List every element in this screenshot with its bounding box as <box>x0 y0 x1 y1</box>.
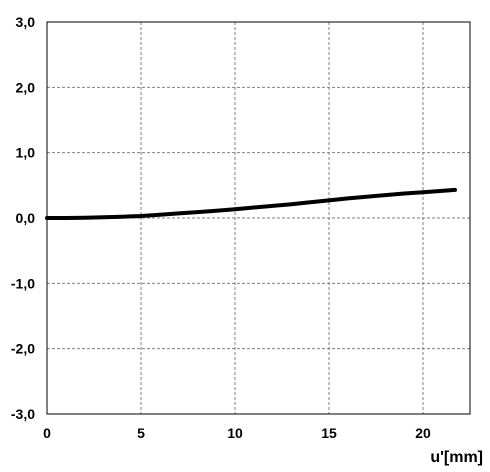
x-tick-label-1: 5 <box>137 425 145 441</box>
series-line-0 <box>45 187 457 220</box>
series-layer <box>45 187 457 220</box>
x-tick-label-2: 10 <box>227 425 243 441</box>
y-tick-label-1: 2,0 <box>16 79 36 95</box>
y-tick-label-5: -2,0 <box>11 341 35 357</box>
y-axis-tick-labels: 3,0 2,0 1,0 0,0 -1,0 -2,0 -3,0 <box>11 14 35 422</box>
x-tick-label-0: 0 <box>43 425 51 441</box>
x-tick-label-4: 20 <box>415 425 431 441</box>
x-axis-label: u'[mm] <box>430 449 483 466</box>
y-tick-label-3: 0,0 <box>16 210 36 226</box>
y-tick-label-2: 1,0 <box>16 145 36 161</box>
y-tick-label-4: -1,0 <box>11 275 35 291</box>
x-tick-label-3: 15 <box>321 425 337 441</box>
x-axis-tick-labels: 0 5 10 15 20 <box>43 425 431 441</box>
y-tick-label-6: -3,0 <box>11 406 35 422</box>
y-tick-label-0: 3,0 <box>16 14 36 30</box>
